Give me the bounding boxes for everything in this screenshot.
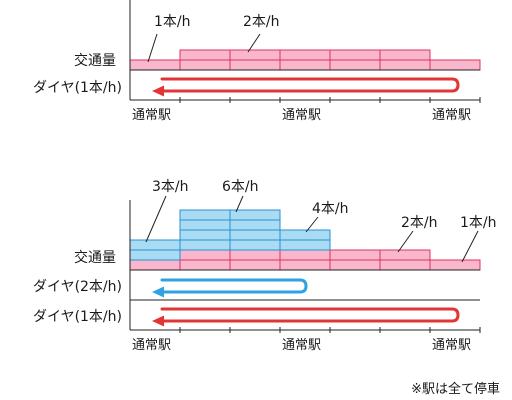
arrowhead-icon: [152, 85, 164, 97]
station-label: 通常駅: [432, 108, 471, 123]
traffic-blocks-pink-2: [129, 249, 481, 271]
service-loop-2h: [160, 278, 308, 294]
rate-label: 2本/h: [401, 215, 438, 231]
traffic-block-pink: [429, 259, 481, 271]
leader-line: [461, 230, 479, 263]
diagram-label: ダイヤ(2本/h): [33, 279, 122, 295]
rate-label: 4本/h: [312, 201, 349, 217]
traffic-block-1h-right: [429, 59, 481, 71]
service-loop-1h: [160, 77, 460, 93]
rate-label: 1本/h: [154, 14, 191, 30]
station-label: 通常駅: [132, 108, 171, 123]
station-label: 通常駅: [432, 338, 471, 353]
leader-line: [235, 195, 244, 213]
traffic-block-1h-left: [129, 59, 181, 71]
rate-label: 3本/h: [152, 179, 189, 195]
traffic-label: 交通量: [74, 52, 116, 69]
traffic-label: 交通量: [74, 249, 116, 266]
station-label: 通常駅: [282, 338, 321, 353]
leader-line: [145, 195, 167, 243]
leader-line: [247, 33, 261, 53]
rate-label: 1本/h: [460, 215, 497, 231]
footnote: ※駅は全て停車: [411, 381, 500, 397]
station-label: 通常駅: [282, 108, 321, 123]
leader-line: [147, 33, 158, 63]
arrowhead-icon: [152, 315, 164, 327]
axis-ticks-2: [179, 327, 481, 333]
service-loop-1h: [160, 307, 460, 323]
diagram-label: ダイヤ(1本/h): [33, 80, 122, 96]
leader-line: [397, 230, 414, 253]
diagram-1: 1本/h 2本/h 交通量 ダイヤ(1本/h) 通常駅 通常駅 通常駅: [33, 0, 481, 123]
leader-line: [305, 216, 319, 233]
arrowhead-icon: [152, 286, 164, 298]
rate-label: 2本/h: [243, 14, 280, 30]
diagram-label: ダイヤ(1本/h): [33, 309, 122, 325]
traffic-block-pink: [129, 259, 181, 271]
diagram-2: 3本/h 6本/h 4本/h 2本/h 1本/h 交通量 ダイヤ(2本/h) ダ…: [33, 179, 497, 353]
rate-label: 6本/h: [222, 179, 259, 195]
traffic-blocks-blue-2: [129, 209, 331, 261]
station-label: 通常駅: [132, 338, 171, 353]
axis-ticks-1: [179, 97, 481, 103]
traffic-blocks-1: [129, 49, 481, 71]
